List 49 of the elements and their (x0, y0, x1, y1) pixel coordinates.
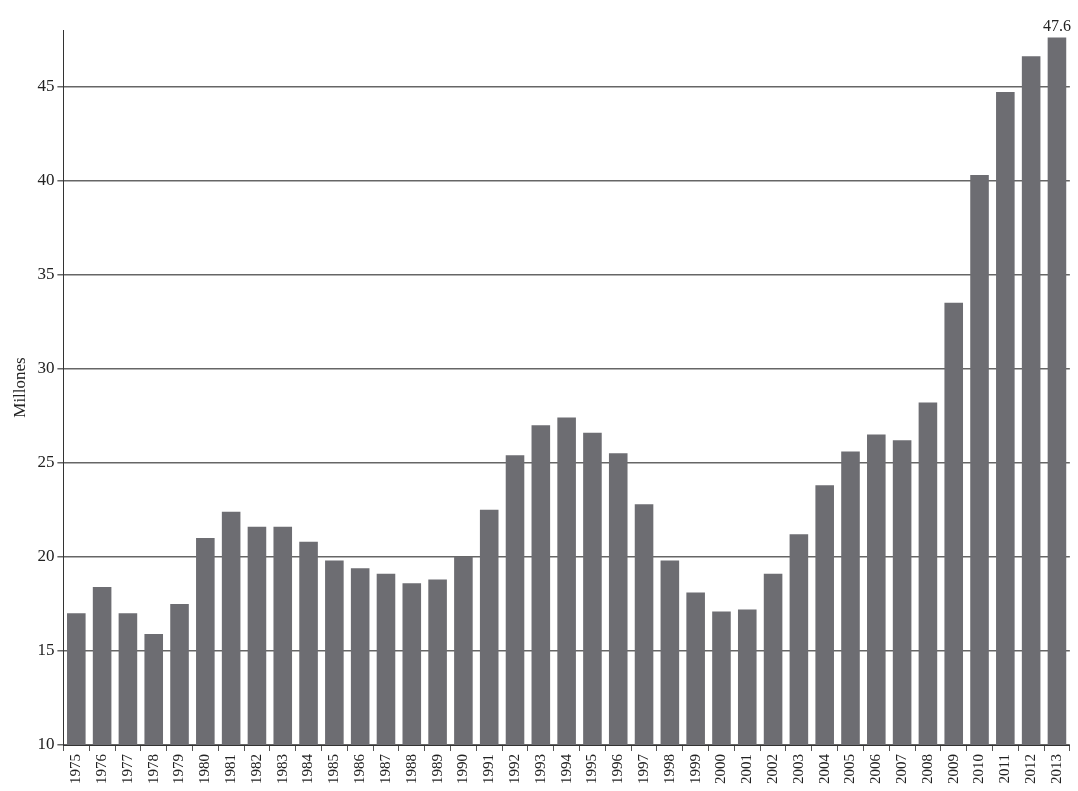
x-tick-label: 2009 (944, 754, 961, 784)
x-tick-label: 2007 (893, 753, 910, 784)
y-tick-label: 45 (37, 75, 55, 95)
x-tick-label: 1997 (634, 753, 651, 784)
x-tick-label: 1981 (222, 754, 239, 784)
x-tick-label: 1989 (428, 754, 445, 784)
y-tick-label: 25 (37, 452, 55, 472)
x-tick-label: 1976 (93, 753, 110, 784)
data-label: 47.6 (1042, 16, 1071, 34)
y-tick-label: 30 (37, 358, 55, 378)
x-tick-label: 1990 (454, 754, 471, 784)
x-tick-label: 1994 (557, 753, 574, 784)
x-tick-label: 1980 (196, 754, 213, 784)
x-tick-label: 2010 (970, 754, 987, 784)
x-tick-label: 2002 (764, 754, 781, 784)
x-tick-label: 2001 (738, 754, 755, 784)
x-tick-label: 1985 (325, 754, 342, 784)
x-tick-label: 1988 (402, 754, 419, 784)
x-tick-label: 1999 (686, 754, 703, 784)
x-tick-label: 1991 (480, 754, 497, 784)
y-tick-label: 40 (37, 170, 55, 189)
y-tick-label: 15 (37, 640, 55, 660)
x-tick-label: 1996 (609, 753, 626, 784)
x-tick-label: 2005 (841, 754, 858, 784)
x-tick-label: 2000 (712, 754, 729, 784)
y-tick-label: 20 (37, 546, 55, 566)
x-tick-label: 1998 (660, 754, 677, 784)
y-tick-label: 35 (37, 264, 55, 284)
x-tick-label: 1986 (351, 753, 368, 784)
y-tick-label: 10 (37, 734, 55, 754)
x-tick-label: 1977 (118, 753, 135, 784)
x-tick-label: 1992 (505, 754, 522, 784)
x-tick-label: 2012 (1022, 754, 1039, 784)
x-tick-label: 1984 (299, 753, 316, 784)
x-tick-label: 2003 (789, 754, 806, 784)
x-tick-label: 2008 (918, 754, 935, 784)
y-axis-title: Millones (9, 357, 29, 418)
x-tick-label: 1987 (376, 753, 393, 784)
x-tick-label: 1975 (67, 754, 84, 784)
x-tick-label: 1979 (170, 754, 187, 784)
x-tick-label: 1983 (273, 754, 290, 784)
x-tick-label: 1982 (247, 754, 264, 784)
x-tick-label: 2006 (867, 753, 884, 784)
x-tick-label: 2013 (1047, 754, 1064, 784)
x-tick-label: 1995 (583, 754, 600, 784)
x-tick-label: 1993 (531, 754, 548, 784)
x-tick-label: 1978 (144, 754, 161, 784)
x-tick-label: 2011 (996, 754, 1013, 784)
x-tick-label: 2004 (815, 753, 832, 784)
